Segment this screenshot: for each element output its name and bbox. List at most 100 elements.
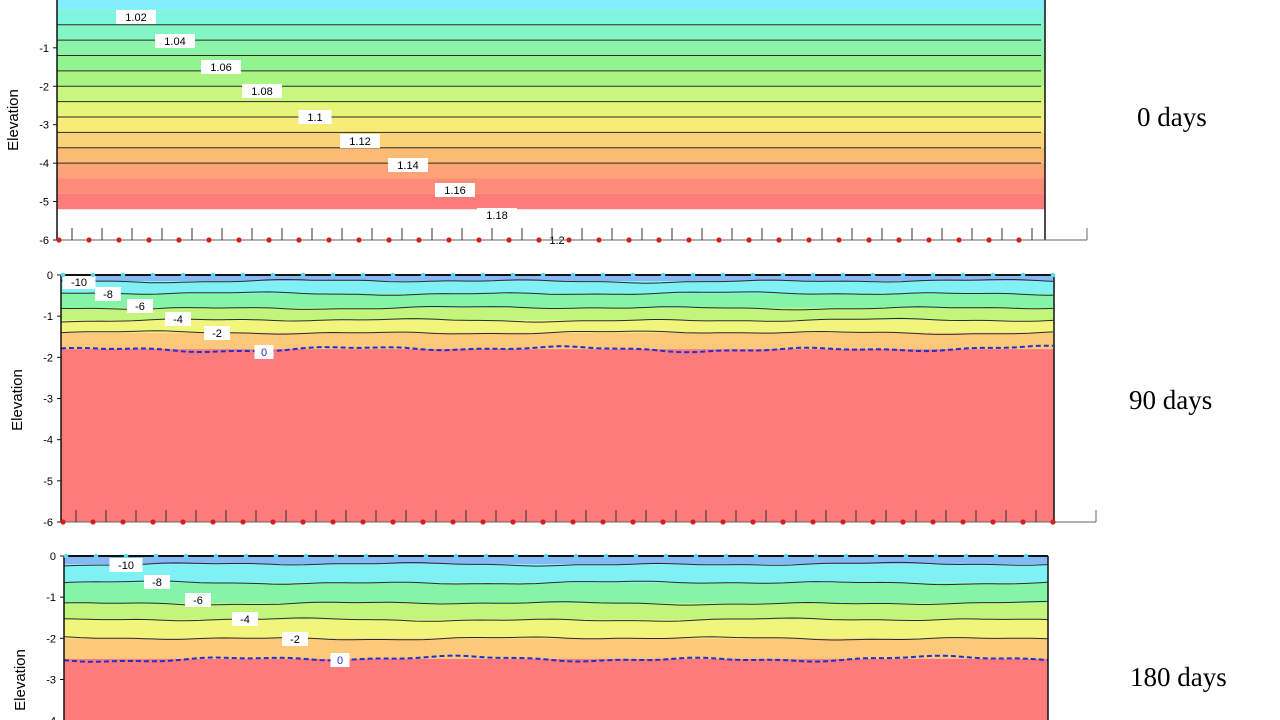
bottom-boundary-node [776,237,782,243]
contour-label-box [282,632,308,646]
color-band [64,603,1048,620]
contour-label-box [165,312,191,326]
contour-label-box [201,60,241,74]
contour-label-box [109,558,143,572]
contour-label: 1.18 [486,210,507,222]
top-boundary-node [513,553,519,559]
contour-label-box [298,110,332,124]
bottom-boundary-node [686,237,692,243]
bottom-boundary-node [1016,237,1022,243]
y-tick-label: -4 [43,435,53,447]
contour-label-box [116,10,156,24]
bottom-boundary-node [900,519,906,525]
top-boundary-node [510,272,516,278]
bottom-boundary-node [300,519,306,525]
y-tick-label: 0 [50,551,56,563]
bottom-boundary-node [566,237,572,243]
bottom-boundary-node [1020,519,1026,525]
top-boundary-node [123,553,129,559]
top-boundary-node [1050,272,1056,278]
bottom-boundary-node [356,237,362,243]
panel-2: -10 -8 -6 -4 -2 0 0 -1 -2 -3 -4 Elevation [12,551,1049,720]
top-boundary-node [963,553,969,559]
color-band [57,86,1045,102]
bottom-boundary-node [450,519,456,525]
contour-label: -8 [103,289,113,301]
contour-line [63,561,1049,567]
top-boundary-node [240,272,246,278]
bottom-boundary-node [326,237,332,243]
color-band [61,281,1054,294]
contour-label: 1.06 [210,62,231,74]
color-band [64,638,1048,659]
color-band [57,163,1045,179]
color-band [57,193,1045,210]
top-boundary-node [480,272,486,278]
y-tick-label: -3 [43,394,53,406]
top-boundary-node [990,272,996,278]
contour-label-box [477,208,517,222]
color-band [57,101,1045,117]
y-axis-title: Elevation [12,649,29,711]
color-band [57,178,1045,194]
top-boundary-node [873,553,879,559]
bottom-boundary-node [716,237,722,243]
y-tick-label: -1 [43,311,53,323]
top-boundary-node [633,553,639,559]
bottom-boundary-node [446,237,452,243]
top-boundary-node [630,272,636,278]
y-tick-label: -2 [43,352,53,364]
panel-1: -10 -8 -6 -4 -2 0 0 -1 -2 -3 -4 -5 -6 Elevation [9,270,1097,529]
top-boundary-node [723,553,729,559]
top-boundary-node [780,272,786,278]
color-band [57,24,1045,41]
contour-label-box [144,575,170,589]
bottom-boundary-node [476,237,482,243]
contour-label: 1.14 [397,160,418,172]
bottom-boundary-node [90,519,96,525]
contour-label: 1.08 [251,86,272,98]
bottom-boundary-node [60,519,66,525]
top-boundary-node [243,553,249,559]
bottom-boundary-node [296,237,302,243]
y-tick-label: -3 [39,120,49,132]
contour-label: 1.2 [549,235,564,247]
top-boundary-node [843,553,849,559]
contour-label: 1.16 [444,185,465,197]
bottom-boundary-node [896,237,902,243]
top-boundary-node [900,272,906,278]
bottom-boundary-node [1050,519,1056,525]
top-boundary-node [660,272,666,278]
top-boundary-node [93,553,99,559]
bottom-boundary-node [506,237,512,243]
top-boundary-node [600,272,606,278]
top-boundary-node [150,272,156,278]
contour-label: 0 [261,347,267,359]
contour-label-box [254,345,274,359]
time-label-90-days: 90 days [1129,385,1213,415]
y-tick-label: -5 [39,197,49,209]
bottom-boundary-node [630,519,636,525]
color-band [61,293,1054,308]
bottom-boundary-node [930,519,936,525]
bottom-boundary-node [510,519,516,525]
top-boundary-node [423,553,429,559]
bottom-boundary-node [656,237,662,243]
bottom-boundary-node [210,519,216,525]
top-boundary-node [180,272,186,278]
y-axis-title: Elevation [9,369,26,431]
bottom-boundary-node [390,519,396,525]
color-band [64,564,1048,583]
top-boundary-node [153,553,159,559]
bottom-boundary-node [536,237,542,243]
top-boundary-node [270,272,276,278]
y-tick-label: -4 [39,158,49,170]
color-band [61,332,1054,350]
top-boundary-node [90,272,96,278]
bottom-boundary-node [596,237,602,243]
top-boundary-node [360,272,366,278]
top-boundary-node [120,272,126,278]
top-boundary-node [993,553,999,559]
top-boundary-node [60,272,66,278]
bottom-boundary-node [750,519,756,525]
